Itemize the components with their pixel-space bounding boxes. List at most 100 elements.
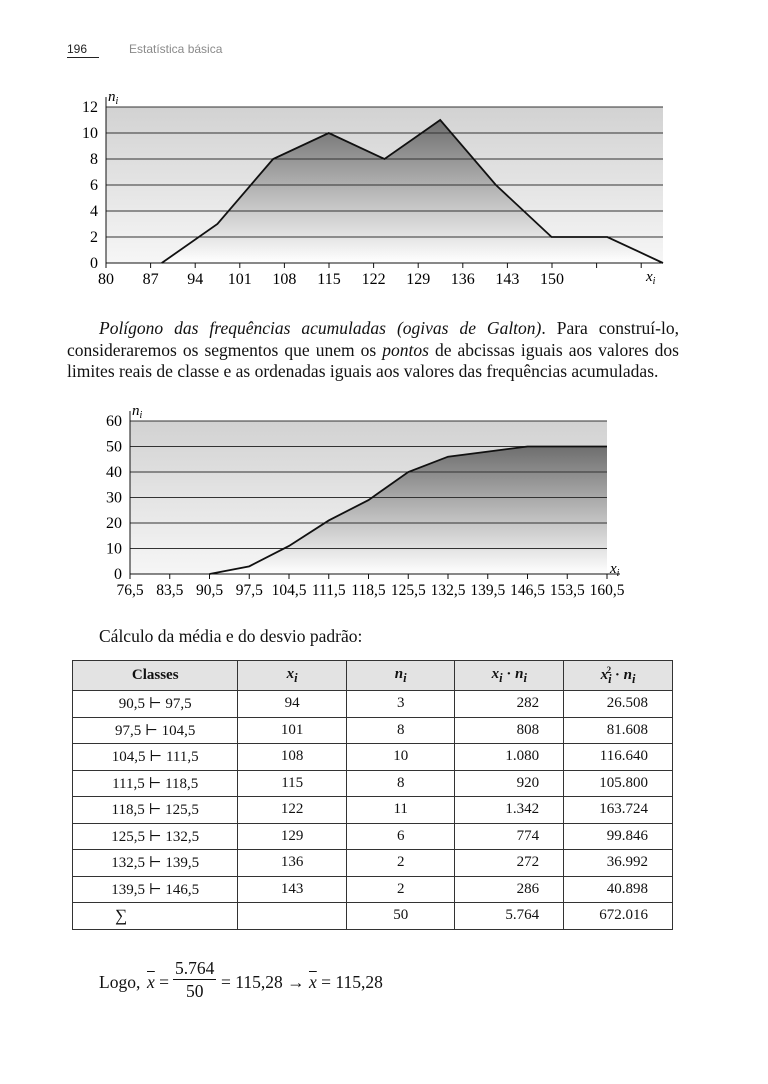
class-interval-cell: 132,5 ⊢ 139,5 xyxy=(71,849,239,877)
x-tick-label: 136 xyxy=(451,271,475,288)
series-line xyxy=(161,118,664,264)
conclusion-result: = 115,28 → x = 115,28 xyxy=(221,972,383,992)
y-tick-label: 4 xyxy=(90,203,98,220)
y-tick-label: 10 xyxy=(82,125,98,142)
xi-cell: 108 xyxy=(237,743,347,771)
x-tick-label: 80 xyxy=(98,271,114,288)
xi-ni-cell: 808 xyxy=(454,716,565,744)
y-tick-label: 2 xyxy=(90,229,98,246)
frequency-polygon-chart: 0 2 4 6 8 10 12 80 87 94 101 108 115 122 129 136 143 150 n… xyxy=(82,89,664,288)
y-axis-label: ni xyxy=(108,89,119,107)
x-axis-label: xi xyxy=(609,561,620,579)
xi-cell: 122 xyxy=(237,796,347,824)
xi2-ni-cell: 105.800 xyxy=(563,769,673,797)
class-interval-cell: 111,5 ⊢ 118,5 xyxy=(71,769,239,797)
class-interval-cell: 97,5 ⊢ 104,5 xyxy=(71,716,239,744)
ogive-title: Polígono das frequências acumuladas (ogi… xyxy=(99,318,542,338)
table-row: 125,5 ⊢ 132,5 129 6 774 99.846 xyxy=(71,822,673,850)
x-tick-label: 97,5 xyxy=(236,582,263,599)
xi-cell: 101 xyxy=(237,716,347,744)
header-xi-ni: xi · ni xyxy=(454,660,565,691)
conclusion-xbar: x = xyxy=(147,972,170,992)
ogive-chart: 0 10 20 30 40 50 60 76,5 83,5 90,5 97,5 104,5 111,5 1… xyxy=(106,403,625,599)
area-fill xyxy=(161,120,663,263)
x-tick-label: 115 xyxy=(317,271,340,288)
xi-ni-cell: 1.342 xyxy=(454,796,565,824)
x-tick-label: 83,5 xyxy=(156,582,183,599)
ni-cell: 10 xyxy=(345,743,456,771)
x-tick-label: 160,5 xyxy=(590,582,625,599)
xi-ni-cell: 286 xyxy=(454,875,565,903)
class-interval-cell: 125,5 ⊢ 132,5 xyxy=(71,822,239,850)
y-tick-label: 8 xyxy=(90,151,98,168)
class-interval-cell: 90,5 ⊢ 97,5 xyxy=(71,690,239,718)
x-tick-label: 139,5 xyxy=(470,582,505,599)
y-axis-label: ni xyxy=(132,403,143,421)
class-interval-cell: 118,5 ⊢ 125,5 xyxy=(71,796,239,824)
xi-ni-cell: 1.080 xyxy=(454,743,565,771)
x-axis-label: xi xyxy=(645,269,656,287)
table-total-row: ∑ 50 5.764 672.016 xyxy=(71,902,673,930)
x-tick-label: 129 xyxy=(406,271,430,288)
x-tick-label: 143 xyxy=(495,271,519,288)
paragraph-italic-word: pontos xyxy=(382,339,429,360)
xi2-ni-cell: 116.640 xyxy=(563,743,673,771)
y-tick-label: 60 xyxy=(106,413,122,430)
ni-cell: 8 xyxy=(345,769,456,797)
header-xi: xi xyxy=(237,660,347,691)
y-tick-label: 20 xyxy=(106,515,122,532)
x-tick-label: 146,5 xyxy=(510,582,545,599)
total-cell: 50 xyxy=(345,902,456,930)
xi-cell: 115 xyxy=(237,769,347,797)
total-cell: 5.764 xyxy=(454,902,565,930)
x-tick-label: 87 xyxy=(143,271,159,288)
ni-cell: 3 xyxy=(345,690,456,718)
paragraph-text-1: . Para construí-lo, consideraremos os se… xyxy=(67,318,679,360)
y-tick-label: 50 xyxy=(106,439,122,456)
x-tick-label: 104,5 xyxy=(272,582,307,599)
table-row: 132,5 ⊢ 139,5 136 2 272 36.992 xyxy=(71,849,673,877)
table-row: 104,5 ⊢ 111,5 108 10 1.080 116.640 xyxy=(71,743,673,771)
x-tick-label: 94 xyxy=(187,271,203,288)
xi-ni-cell: 920 xyxy=(454,769,565,797)
x-tick-label: 122 xyxy=(362,271,386,288)
xi-ni-cell: 282 xyxy=(454,690,565,718)
x-tick-label: 76,5 xyxy=(116,582,143,599)
xi2-ni-cell: 99.846 xyxy=(563,822,673,850)
y-tick-label: 30 xyxy=(106,490,122,507)
x-tick-label: 108 xyxy=(272,271,296,288)
x-tick-label: 101 xyxy=(228,271,252,288)
conclusion-lead: Logo, xyxy=(99,972,141,992)
book-title: Estatística básica xyxy=(129,42,223,56)
y-tick-label: 6 xyxy=(90,177,98,194)
y-tick-label: 40 xyxy=(106,464,122,481)
page-number: 196 xyxy=(67,42,99,58)
xi-ni-cell: 774 xyxy=(454,822,565,850)
xi2-ni-cell: 81.608 xyxy=(563,716,673,744)
area-fill xyxy=(209,446,607,574)
conclusion-fraction: 5.764 50 xyxy=(173,958,217,1002)
ni-cell: 6 xyxy=(345,822,456,850)
paragraph-text-2: de abcissas iguais aos valores dos limit… xyxy=(67,339,679,382)
xi-ni-cell: 272 xyxy=(454,849,565,877)
y-tick-label: 12 xyxy=(82,99,98,116)
ni-cell: 11 xyxy=(345,796,456,824)
statistics-table: Classes xi ni xi · ni xi2 · ni 90,5 ⊢ 97… xyxy=(71,660,673,930)
y-tick-label: 0 xyxy=(114,566,122,583)
x-tick-label: 111,5 xyxy=(312,582,346,599)
x-tick-label: 125,5 xyxy=(391,582,426,599)
ni-cell: 8 xyxy=(345,716,456,744)
xi2-ni-cell: 36.992 xyxy=(563,849,673,877)
class-interval-cell: 104,5 ⊢ 111,5 xyxy=(71,743,239,771)
table-row: 90,5 ⊢ 97,5 94 3 282 26.508 xyxy=(71,690,673,718)
table-row: 118,5 ⊢ 125,5 122 11 1.342 163.724 xyxy=(71,796,673,824)
xi-cell: 136 xyxy=(237,849,347,877)
xi2-ni-cell: 40.898 xyxy=(563,875,673,903)
total-cell xyxy=(237,902,347,930)
x-tick-label: 90,5 xyxy=(196,582,223,599)
table-row: 139,5 ⊢ 146,5 143 2 286 40.898 xyxy=(71,875,673,903)
table-row: 111,5 ⊢ 118,5 115 8 920 105.800 xyxy=(71,769,673,797)
page-header: 196 Estatística básica xyxy=(67,42,222,58)
xi-cell: 129 xyxy=(237,822,347,850)
ogive-paragraph: Polígono das frequências acumuladas (ogi… xyxy=(67,318,679,383)
